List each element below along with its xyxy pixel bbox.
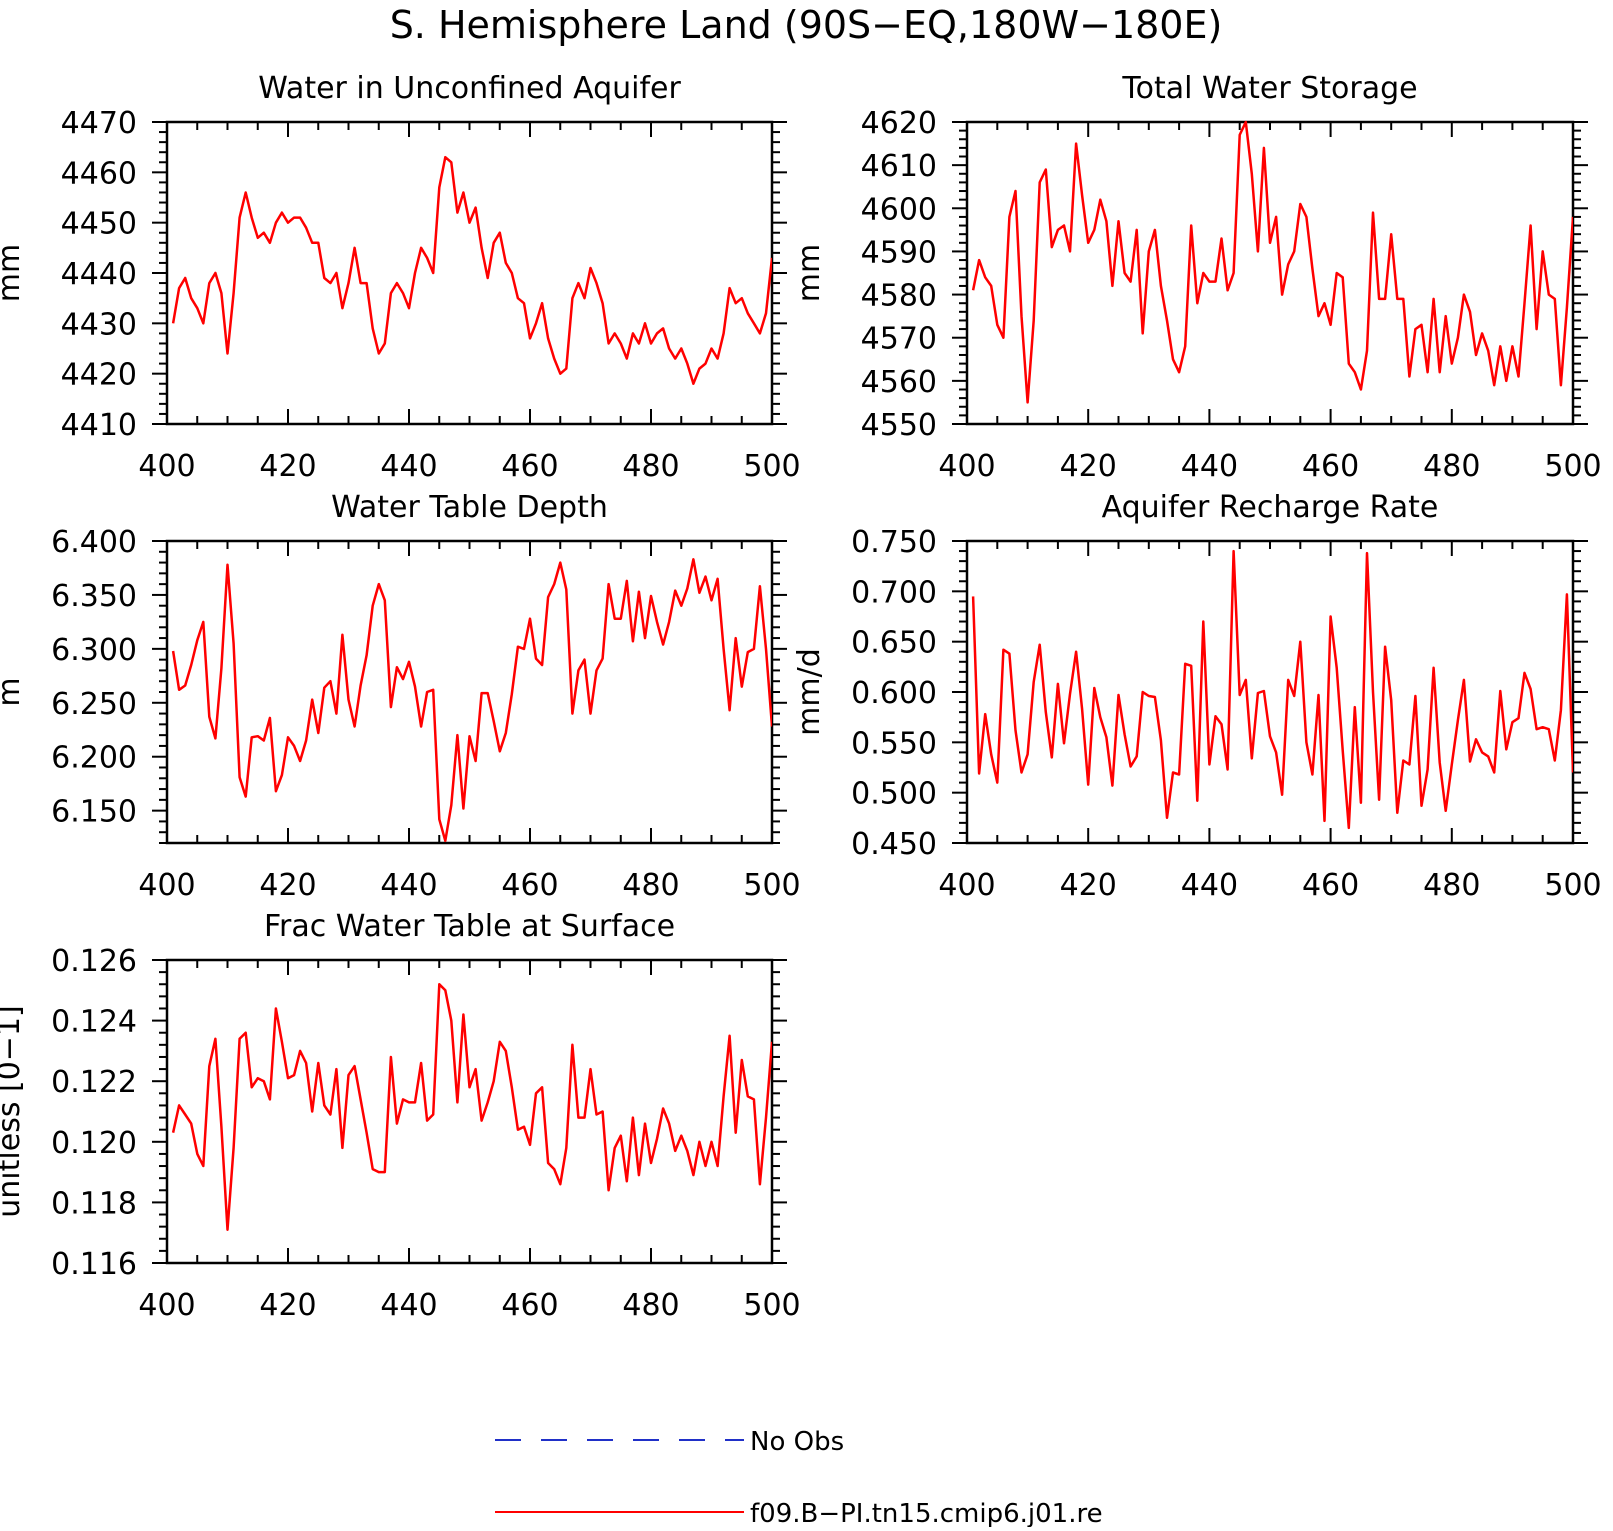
y-tick-label: 6.200 bbox=[51, 741, 137, 776]
x-tick-label: 420 bbox=[259, 1288, 316, 1323]
legend-label-model: f09.B−PI.tn15.cmip6.j01.re bbox=[750, 1499, 1103, 1527]
y-tick-label: 4410 bbox=[61, 408, 137, 443]
panel-title: Water Table Depth bbox=[331, 490, 608, 525]
x-tick-label: 500 bbox=[743, 449, 800, 484]
x-tick-label: 440 bbox=[380, 1288, 437, 1323]
y-tick-label: 6.250 bbox=[51, 687, 137, 722]
y-axis-label: mm bbox=[0, 244, 27, 302]
panel-5: Frac Water Table at Surface unitless [0−1… bbox=[0, 909, 801, 1323]
y-tick-label: 6.350 bbox=[51, 579, 137, 614]
x-tick-label: 400 bbox=[938, 449, 995, 484]
panel-3: Water Table Depth m 400 420 440 460 480 500 6.15… bbox=[0, 490, 801, 903]
legend: No Obs f09.B−PI.tn15.cmip6.j01.re bbox=[495, 1427, 1103, 1529]
x-tick-label: 480 bbox=[622, 449, 679, 484]
y-tick-label: 4570 bbox=[861, 322, 937, 357]
y-tick-label: 0.650 bbox=[851, 626, 937, 661]
y-tick-label: 4440 bbox=[61, 257, 137, 292]
series-line bbox=[971, 549, 1573, 830]
y-tick-label: 0.500 bbox=[851, 777, 937, 812]
x-tick-label: 420 bbox=[1060, 449, 1117, 484]
y-tick-label: 0.450 bbox=[851, 827, 937, 862]
y-tick-label: 4420 bbox=[61, 358, 137, 393]
x-tick-label: 420 bbox=[1060, 868, 1117, 903]
y-tick-label: 4450 bbox=[61, 207, 137, 242]
y-tick-label: 4560 bbox=[861, 365, 937, 400]
panel-4: Aquifer Recharge Rate mm/d 400 420 440 460 480… bbox=[792, 490, 1602, 903]
y-tick-label: 0.118 bbox=[51, 1186, 137, 1221]
y-tick-label: 6.150 bbox=[51, 795, 137, 830]
legend-label-no-obs: No Obs bbox=[750, 1427, 844, 1457]
x-tick-label: 440 bbox=[1181, 449, 1238, 484]
x-tick-label: 460 bbox=[1302, 868, 1359, 903]
x-tick-label: 420 bbox=[259, 449, 316, 484]
x-tick-label: 460 bbox=[501, 1288, 558, 1323]
y-tick-label: 4620 bbox=[861, 106, 937, 141]
panel-title: Water in Unconfined Aquifer bbox=[258, 71, 681, 106]
y-tick-label: 0.116 bbox=[51, 1247, 137, 1282]
x-tick-label: 480 bbox=[1423, 868, 1480, 903]
y-tick-label: 6.300 bbox=[51, 633, 137, 668]
x-tick-label: 500 bbox=[1544, 868, 1601, 903]
y-tick-label: 0.122 bbox=[51, 1065, 137, 1100]
x-tick-label: 400 bbox=[138, 449, 195, 484]
y-tick-label: 0.700 bbox=[851, 575, 937, 610]
x-tick-label: 500 bbox=[743, 1288, 800, 1323]
series-line bbox=[171, 982, 772, 1231]
y-axis-label: mm/d bbox=[792, 648, 827, 736]
y-tick-label: 0.600 bbox=[851, 676, 937, 711]
x-tick-label: 460 bbox=[1302, 449, 1359, 484]
panel-2: Total Water Storage mm 400 420 440 460 480 500 4… bbox=[792, 71, 1602, 484]
panel-title: Aquifer Recharge Rate bbox=[1102, 490, 1439, 525]
y-tick-label: 0.124 bbox=[51, 1005, 137, 1040]
x-tick-label: 400 bbox=[138, 1288, 195, 1323]
series-line bbox=[171, 155, 772, 385]
plot-frame bbox=[965, 120, 1575, 426]
x-tick-label: 420 bbox=[259, 868, 316, 903]
plot-frame bbox=[165, 958, 774, 1265]
y-tick-label: 0.550 bbox=[851, 726, 937, 761]
y-axis-label: unitless [0−1] bbox=[0, 1005, 27, 1217]
y-tick-label: 4550 bbox=[861, 408, 937, 443]
y-tick-label: 4430 bbox=[61, 307, 137, 342]
figure-title: S. Hemisphere Land (90S−EQ,180W−180E) bbox=[390, 3, 1223, 47]
x-tick-label: 460 bbox=[501, 868, 558, 903]
y-tick-label: 0.120 bbox=[51, 1126, 137, 1161]
panel-title: Total Water Storage bbox=[1121, 71, 1417, 106]
x-tick-label: 480 bbox=[622, 868, 679, 903]
y-tick-label: 4590 bbox=[861, 235, 937, 270]
x-tick-label: 440 bbox=[380, 449, 437, 484]
y-tick-label: 6.400 bbox=[51, 525, 137, 560]
y-tick-label: 4580 bbox=[861, 279, 937, 314]
x-tick-label: 440 bbox=[380, 868, 437, 903]
y-tick-label: 4610 bbox=[861, 149, 937, 184]
plot-frame bbox=[165, 539, 774, 845]
y-axis-label: m bbox=[0, 677, 27, 706]
x-tick-label: 400 bbox=[938, 868, 995, 903]
series-line bbox=[171, 558, 772, 843]
panel-title: Frac Water Table at Surface bbox=[264, 909, 675, 944]
y-tick-label: 4460 bbox=[61, 156, 137, 191]
y-tick-label: 4470 bbox=[61, 106, 137, 141]
plot-frame bbox=[165, 120, 774, 426]
y-tick-label: 0.126 bbox=[51, 944, 137, 979]
panel-1: Water in Unconfined Aquifer mm 400 420 440 46… bbox=[0, 71, 801, 484]
series-line bbox=[971, 120, 1573, 404]
x-tick-label: 480 bbox=[1423, 449, 1480, 484]
x-tick-label: 500 bbox=[1544, 449, 1601, 484]
x-tick-label: 500 bbox=[743, 868, 800, 903]
x-tick-label: 480 bbox=[622, 1288, 679, 1323]
y-axis-label: mm bbox=[792, 244, 827, 302]
y-tick-label: 0.750 bbox=[851, 525, 937, 560]
x-tick-label: 400 bbox=[138, 868, 195, 903]
x-tick-label: 440 bbox=[1181, 868, 1238, 903]
y-tick-label: 4600 bbox=[861, 192, 937, 227]
x-tick-label: 460 bbox=[501, 449, 558, 484]
